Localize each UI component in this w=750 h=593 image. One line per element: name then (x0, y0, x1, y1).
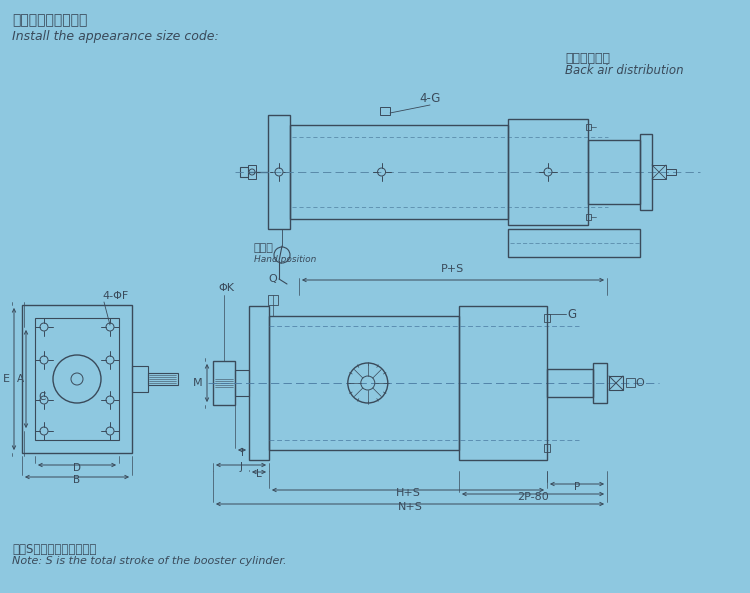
Bar (593, 363, 607, 403)
Text: Install the appearance size code:: Install the appearance size code: (12, 30, 219, 43)
Bar (640, 134, 652, 210)
Text: 背面气口分布: 背面气口分布 (565, 52, 610, 65)
Text: 2P-80: 2P-80 (518, 492, 549, 502)
Bar (588, 140, 640, 204)
Text: Q: Q (268, 274, 278, 284)
Bar (268, 295, 278, 305)
Bar (35, 318, 119, 440)
Bar (235, 370, 249, 396)
Text: N+S: N+S (398, 502, 422, 512)
Bar (268, 115, 290, 229)
Text: 注：S为增压缸的总行程。: 注：S为增压缸的总行程。 (12, 543, 96, 556)
Bar (269, 316, 459, 450)
Bar (240, 167, 248, 177)
Bar (380, 107, 390, 115)
Bar (290, 125, 508, 219)
Text: G: G (567, 308, 576, 320)
Text: P: P (574, 482, 580, 492)
Text: L: L (256, 469, 262, 479)
Bar (459, 306, 547, 460)
Bar (132, 366, 148, 392)
Text: 安装外观尺寸代码：: 安装外观尺寸代码： (12, 13, 87, 27)
Bar (249, 306, 269, 460)
Bar (248, 165, 256, 179)
Bar (22, 305, 132, 453)
Text: ΦK: ΦK (218, 283, 234, 293)
Text: 扬手位: 扬手位 (254, 243, 274, 253)
Bar (508, 119, 588, 225)
Bar (547, 369, 593, 397)
Bar (213, 361, 235, 405)
Text: M: M (194, 378, 203, 388)
Text: Back air distribution: Back air distribution (565, 64, 684, 77)
Text: 4-ΦF: 4-ΦF (102, 291, 128, 301)
Text: Note: S is the total stroke of the booster cylinder.: Note: S is the total stroke of the boost… (12, 556, 286, 566)
Bar (626, 378, 635, 387)
Bar (586, 124, 591, 130)
Text: E: E (3, 374, 10, 384)
Bar (508, 229, 640, 257)
Bar (586, 214, 591, 220)
Bar (544, 444, 550, 452)
Text: Hand position: Hand position (254, 255, 316, 264)
Text: O: O (635, 378, 644, 388)
Text: A: A (16, 374, 24, 384)
Bar (666, 169, 676, 175)
Text: P+S: P+S (441, 264, 464, 274)
Bar (652, 165, 666, 179)
Text: J: J (239, 462, 242, 472)
Text: 4-G: 4-G (419, 92, 441, 105)
Text: D: D (73, 463, 81, 473)
Bar (609, 376, 623, 390)
Bar (544, 314, 550, 322)
Bar (148, 373, 178, 385)
Text: B: B (74, 475, 80, 485)
Text: I: I (241, 448, 244, 458)
Text: C: C (38, 392, 45, 402)
Text: H+S: H+S (395, 488, 421, 498)
